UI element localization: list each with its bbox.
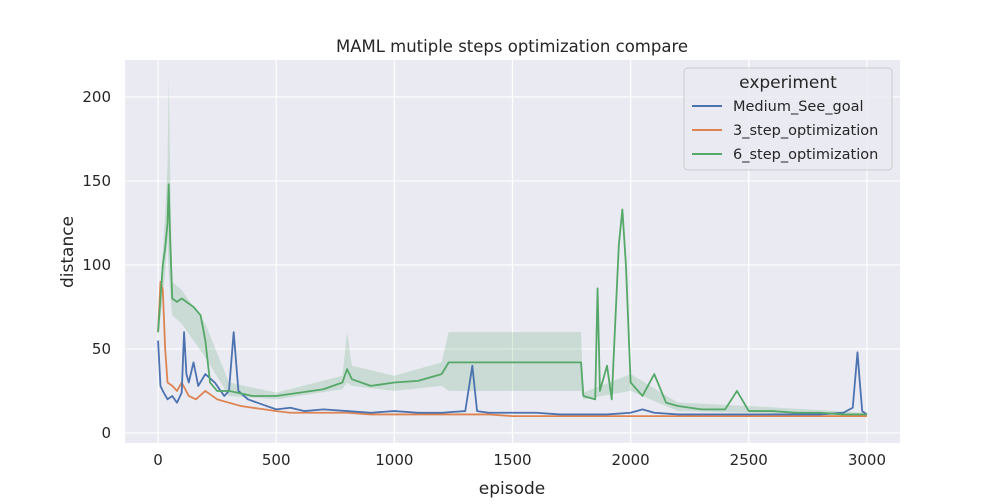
x-tick-labels: 0 500 1000 1500 2000 2500 3000 — [153, 451, 886, 469]
y-tick-label: 100 — [82, 256, 111, 274]
x-axis-label: episode — [479, 479, 545, 499]
legend-label-3-step-optimization: 3_step_optimization — [733, 123, 878, 139]
y-axis-label: distance — [58, 216, 78, 288]
legend-label-medium-see-goal: Medium_See_goal — [733, 99, 864, 115]
x-tick-label: 2500 — [730, 451, 768, 469]
series-line-6-step-optimization — [157, 183, 867, 416]
confidence-bands — [158, 76, 867, 417]
y-tick-label: 200 — [82, 88, 111, 106]
x-tick-label: 2000 — [612, 451, 650, 469]
y-tick-label: 50 — [92, 340, 111, 358]
band-6-step-optimization — [158, 76, 867, 417]
y-tick-labels: 0 50 100 150 200 — [82, 88, 111, 442]
legend-box — [683, 67, 893, 171]
chart-title: MAML mutiple steps optimization compare — [336, 37, 688, 56]
legend-title: experiment — [739, 73, 837, 93]
x-tick-label: 1500 — [493, 451, 531, 469]
series-line-medium-see-goal — [157, 331, 868, 416]
legend-label-6-step-optimization: 6_step_optimization — [733, 147, 878, 163]
x-tick-label: 3000 — [848, 451, 886, 469]
x-tick-label: 500 — [262, 451, 291, 469]
y-tick-label: 150 — [82, 172, 111, 190]
series-lines — [157, 183, 868, 418]
x-tick-label: 0 — [153, 451, 163, 469]
legend: experiment Medium_See_goal 3_step_optimi… — [683, 67, 893, 171]
y-tick-label: 0 — [101, 424, 111, 442]
x-tick-label: 1000 — [375, 451, 413, 469]
grid-lines — [125, 60, 900, 443]
